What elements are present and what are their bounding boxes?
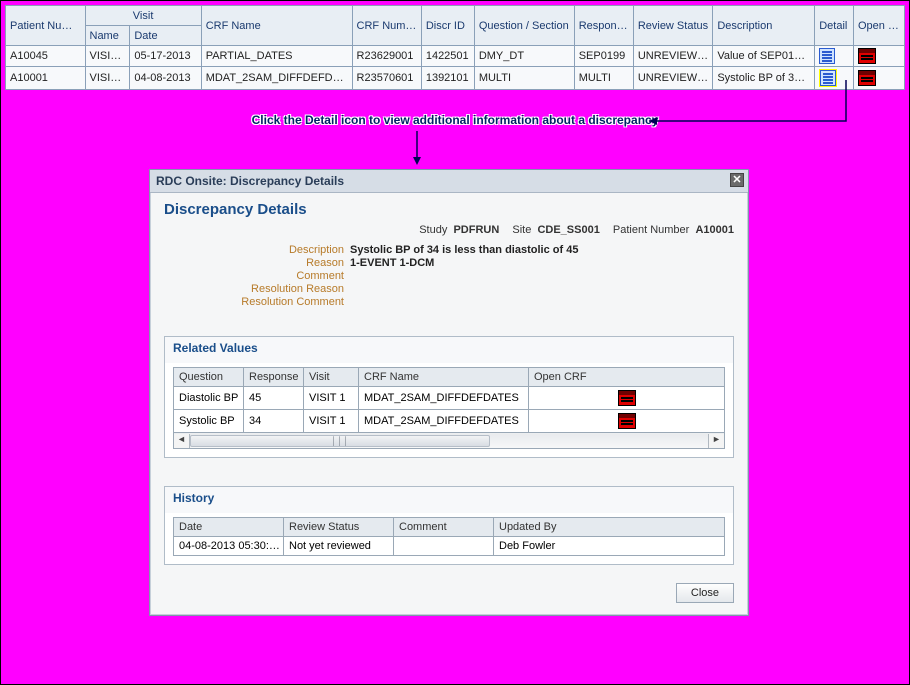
rv-row[interactable]: Diastolic BP 45 VISIT 1 MDAT_2SAM_DIFFDE… (174, 387, 725, 410)
related-values-section: Related Values Question Response Visit C… (164, 336, 734, 458)
reason-label: Reason (164, 257, 350, 269)
dialog-title-text: RDC Onsite: Discrepancy Details (156, 174, 344, 188)
cell-response: MULTI (574, 67, 633, 90)
grid-row[interactable]: A10045 VISIT 1 05-17-2013 PARTIAL_DATES … (6, 46, 905, 67)
cell-desc: Value of SEP0199… (713, 46, 815, 67)
rv-question: Systolic BP (174, 410, 244, 433)
patient-value: A10001 (695, 224, 734, 236)
cell-patient: A10001 (6, 67, 86, 90)
cell-discr-id: 1392101 (421, 67, 474, 90)
cell-crf-number: R23629001 (352, 46, 421, 67)
patient-info-line: Study PDFRUN Site CDE_SS001 Patient Numb… (164, 224, 734, 236)
rv-visit: VISIT 1 (304, 387, 359, 410)
history-section: History Date Review Status Comment Updat… (164, 486, 734, 565)
history-table: Date Review Status Comment Updated By 04… (173, 517, 725, 556)
hist-col-review-status[interactable]: Review Status (284, 518, 394, 537)
cell-discr-id: 1422501 (421, 46, 474, 67)
site-value: CDE_SS001 (537, 224, 599, 236)
cell-crf-name: PARTIAL_DATES (201, 46, 352, 67)
cell-question: MULTI (474, 67, 574, 90)
rv-response: 34 (244, 410, 304, 433)
cell-patient: A10045 (6, 46, 86, 67)
comment-label: Comment (164, 270, 350, 282)
history-row[interactable]: 04-08-2013 05:30:… Not yet reviewed Deb … (174, 537, 725, 556)
cell-question: DMY_DT (474, 46, 574, 67)
discrepancy-details-dialog: RDC Onsite: Discrepancy Details ✕ Discre… (149, 169, 749, 616)
cell-crf-number: R23570601 (352, 67, 421, 90)
related-values-heading: Related Values (165, 337, 733, 363)
scroll-thumb[interactable]: │││ (190, 435, 490, 447)
rv-crf: MDAT_2SAM_DIFFDEFDATES (359, 410, 529, 433)
arrow-down-to-dialog (407, 129, 427, 169)
related-values-scrollbar[interactable]: ◄ │││ ► (173, 433, 725, 449)
rv-crf: MDAT_2SAM_DIFFDEFDATES (359, 387, 529, 410)
hist-col-comment[interactable]: Comment (394, 518, 494, 537)
reason-value: 1-EVENT 1-DCM (350, 257, 434, 269)
rv-col-open-crf[interactable]: Open CRF (529, 368, 725, 387)
rv-col-visit[interactable]: Visit (304, 368, 359, 387)
hist-col-updated-by[interactable]: Updated By (494, 518, 725, 537)
open-crf-icon[interactable] (618, 390, 636, 406)
scroll-grip-icon: │││ (331, 436, 349, 445)
col-review-status[interactable]: Review Status (633, 6, 713, 46)
dialog-heading: Discrepancy Details (164, 201, 734, 218)
cell-crf-name: MDAT_2SAM_DIFFDEFDATES (201, 67, 352, 90)
history-heading: History (165, 487, 733, 513)
rv-col-response[interactable]: Response (244, 368, 304, 387)
hist-date: 04-08-2013 05:30:… (174, 537, 284, 556)
hist-col-date[interactable]: Date (174, 518, 284, 537)
col-group-visit: Visit (85, 6, 201, 26)
scroll-right-icon[interactable]: ► (708, 434, 724, 448)
cell-visit-name: VISIT 1 (85, 67, 130, 90)
description-label: Description (164, 244, 350, 256)
cell-visit-date: 05-17-2013 (130, 46, 201, 67)
hist-comment (394, 537, 494, 556)
cell-review: UNREVIEWED (633, 46, 713, 67)
col-visit-name[interactable]: Name (85, 26, 130, 46)
col-question-section[interactable]: Question / Section (474, 6, 574, 46)
col-crf-number[interactable]: CRF Number (352, 6, 421, 46)
col-response-label: Response (579, 20, 629, 32)
rv-visit: VISIT 1 (304, 410, 359, 433)
col-discr-id[interactable]: Discr ID (421, 6, 474, 46)
col-response[interactable]: Response ▾▴ (574, 6, 633, 46)
related-values-table: Question Response Visit CRF Name Open CR… (173, 367, 725, 433)
rv-row[interactable]: Systolic BP 34 VISIT 1 MDAT_2SAM_DIFFDEF… (174, 410, 725, 433)
cell-visit-date: 04-08-2013 (130, 67, 201, 90)
col-open-crf[interactable]: Open CRF (853, 6, 904, 46)
rv-response: 45 (244, 387, 304, 410)
hist-status: Not yet reviewed (284, 537, 394, 556)
resolution-comment-label: Resolution Comment (164, 296, 350, 308)
col-crf-name[interactable]: CRF Name (201, 6, 352, 46)
col-detail[interactable]: Detail (815, 6, 854, 46)
col-description[interactable]: Description (713, 6, 815, 46)
dialog-titlebar[interactable]: RDC Onsite: Discrepancy Details ✕ (150, 170, 748, 193)
rv-col-crf-name[interactable]: CRF Name (359, 368, 529, 387)
hist-by: Deb Fowler (494, 537, 725, 556)
open-crf-icon[interactable] (618, 413, 636, 429)
site-label: Site (512, 224, 531, 236)
description-value: Systolic BP of 34 is less than diastolic… (350, 244, 578, 256)
study-value: PDFRUN (453, 224, 499, 236)
sort-desc-icon: ▾▴ (628, 21, 633, 31)
dialog-close-button[interactable]: ✕ (730, 173, 744, 187)
col-patient-number[interactable]: Patient Number (6, 6, 86, 46)
study-label: Study (419, 224, 447, 236)
close-button[interactable]: Close (676, 583, 734, 603)
resolution-reason-label: Resolution Reason (164, 283, 350, 295)
col-visit-date[interactable]: Date (130, 26, 201, 46)
patient-label: Patient Number (613, 224, 689, 236)
scroll-left-icon[interactable]: ◄ (174, 434, 190, 448)
cell-response: SEP0199 (574, 46, 633, 67)
rv-question: Diastolic BP (174, 387, 244, 410)
cell-visit-name: VISIT 1 (85, 46, 130, 67)
open-crf-icon[interactable] (858, 48, 876, 64)
detail-icon[interactable] (819, 48, 835, 64)
scroll-track[interactable]: │││ (190, 434, 708, 448)
arrow-right-to-detail (641, 77, 871, 127)
rv-col-question[interactable]: Question (174, 368, 244, 387)
